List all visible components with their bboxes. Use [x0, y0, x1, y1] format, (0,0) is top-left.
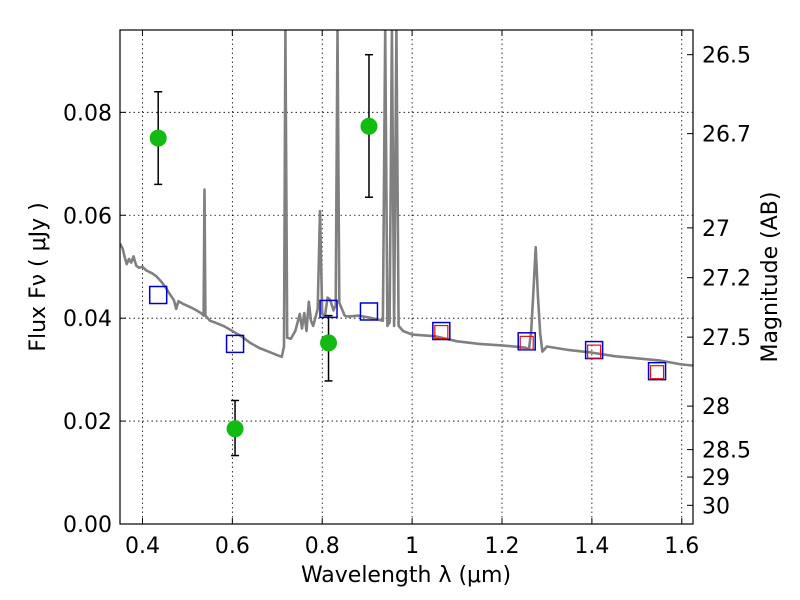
x-tick-label: 0.4 — [125, 534, 160, 559]
mag-tick-label: 30 — [702, 494, 730, 519]
plot-frame — [119, 29, 694, 525]
x-tick-label: 1.6 — [664, 534, 699, 559]
y-tick-label: 0.08 — [63, 101, 112, 126]
mag-tick-label: 29 — [702, 466, 730, 491]
observed-point — [149, 129, 167, 147]
model-square-red — [649, 365, 665, 380]
spectrum-line — [120, 30, 693, 367]
mag-tick-label: 27.2 — [702, 267, 751, 292]
data-layer — [120, 30, 693, 457]
x-axis-label: Wavelength λ (μm) — [301, 563, 511, 588]
model-square-blue — [148, 285, 168, 305]
model-square-blue — [647, 361, 667, 381]
mag-tick-label: 27 — [702, 217, 730, 242]
model-square-red — [434, 324, 449, 340]
x-tick-label: 1 — [405, 534, 419, 559]
model-square-red — [519, 335, 534, 350]
y-tick-label: 0.00 — [63, 513, 112, 538]
observed-point — [226, 420, 244, 438]
x-tick-label: 0.6 — [215, 534, 250, 559]
y-tick-label: 0.04 — [63, 307, 112, 332]
mag-tick-label: 26.7 — [702, 123, 751, 148]
y-tick-label: 0.02 — [63, 410, 112, 435]
mag-tick-label: 28 — [702, 395, 730, 420]
model-square-blue — [432, 321, 451, 341]
y-axis-label: Flux Fν ( μJy ) — [26, 202, 51, 351]
mag-tick-label: 26.5 — [702, 44, 751, 69]
grid — [120, 30, 693, 524]
ticks: 0.4 0.6 0.8 1 1.2 1.4 1.6 0.00 0.02 0.04 0.06 0.08 2… — [63, 30, 751, 559]
y2-axis-label: Magnitude (AB) — [758, 192, 783, 363]
mag-tick-label: 28.5 — [702, 439, 751, 464]
observed-point — [360, 117, 378, 135]
x-tick-label: 0.8 — [305, 534, 340, 559]
x-tick-label: 1.2 — [485, 534, 520, 559]
model-square-blue — [225, 334, 245, 354]
observed-point — [320, 334, 338, 352]
x-tick-label: 1.4 — [574, 534, 609, 559]
model-square-blue — [359, 302, 379, 321]
model-square-red — [587, 344, 602, 359]
model-square-blue — [319, 299, 338, 319]
mag-tick-label: 27.5 — [702, 326, 751, 351]
y-tick-label: 0.06 — [63, 204, 112, 229]
